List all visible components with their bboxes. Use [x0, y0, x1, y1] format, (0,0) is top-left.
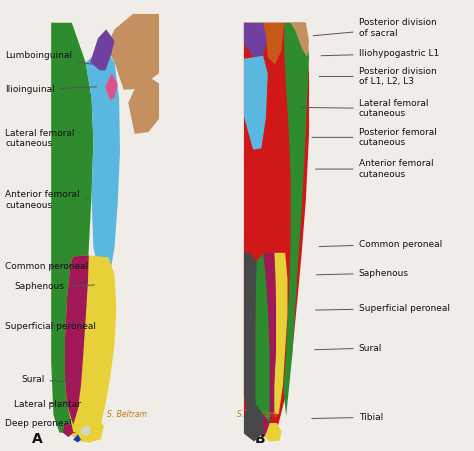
Polygon shape: [244, 23, 268, 57]
Polygon shape: [81, 426, 90, 436]
Text: B: B: [255, 432, 265, 446]
Polygon shape: [244, 405, 263, 442]
Polygon shape: [274, 253, 288, 414]
Polygon shape: [90, 29, 115, 70]
Polygon shape: [244, 56, 268, 150]
Polygon shape: [106, 14, 159, 90]
Text: Common peroneal: Common peroneal: [5, 262, 89, 271]
Polygon shape: [284, 23, 309, 57]
Text: Saphenous: Saphenous: [15, 282, 94, 291]
Text: Sural: Sural: [21, 375, 69, 384]
Text: Saphenous: Saphenous: [317, 269, 409, 278]
Text: A: A: [32, 432, 43, 446]
Text: Deep peroneal: Deep peroneal: [5, 419, 75, 433]
Polygon shape: [65, 255, 89, 425]
Polygon shape: [73, 434, 81, 442]
Text: Superficial peroneal: Superficial peroneal: [316, 304, 450, 313]
Text: S. Beltram: S. Beltram: [107, 410, 147, 419]
Polygon shape: [105, 74, 118, 100]
Text: Common peroneal: Common peroneal: [319, 239, 442, 249]
Text: Posterior femoral
cutaneous: Posterior femoral cutaneous: [312, 128, 437, 147]
Text: Anterior femoral
cutaneous: Anterior femoral cutaneous: [316, 159, 433, 179]
Text: Anterior femoral
cutaneous: Anterior femoral cutaneous: [5, 190, 87, 210]
Text: Ilioinguinal: Ilioinguinal: [5, 85, 97, 94]
Polygon shape: [51, 23, 93, 433]
Polygon shape: [263, 253, 276, 423]
Polygon shape: [264, 423, 282, 442]
Text: Tibial: Tibial: [312, 413, 383, 422]
Text: Lateral femoral
cutaneous: Lateral femoral cutaneous: [300, 99, 428, 119]
Polygon shape: [86, 47, 120, 274]
Text: S. Beltram: S. Beltram: [237, 410, 277, 419]
Text: Posterior division
of L1, L2, L3: Posterior division of L1, L2, L3: [319, 67, 437, 86]
Text: Lateral plantar: Lateral plantar: [14, 400, 81, 409]
Polygon shape: [263, 414, 270, 437]
Text: Lateral femoral
cutaneous: Lateral femoral cutaneous: [5, 129, 81, 148]
Polygon shape: [255, 253, 270, 433]
Polygon shape: [283, 23, 309, 416]
Polygon shape: [65, 255, 116, 433]
Polygon shape: [63, 424, 73, 437]
Text: Lumboinguinal: Lumboinguinal: [5, 51, 92, 64]
Polygon shape: [244, 23, 309, 433]
Polygon shape: [65, 419, 104, 442]
Polygon shape: [263, 23, 284, 64]
Text: Posterior division
of sacral: Posterior division of sacral: [313, 18, 437, 38]
Text: Superficial peroneal: Superficial peroneal: [5, 322, 96, 331]
Polygon shape: [244, 253, 276, 433]
Text: Sural: Sural: [315, 344, 382, 353]
Text: Iliohypogastric L1: Iliohypogastric L1: [321, 49, 439, 58]
Polygon shape: [128, 77, 159, 134]
